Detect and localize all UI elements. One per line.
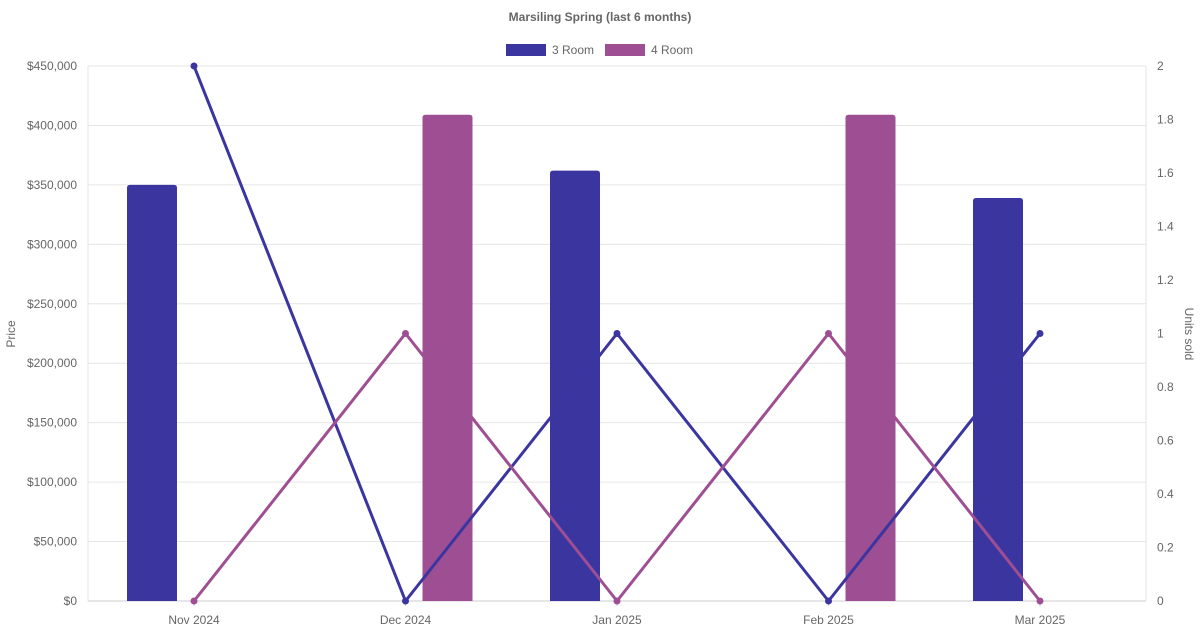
y-left-tick-label: $250,000: [27, 297, 77, 311]
y-right-tick-label: 0.6: [1157, 434, 1174, 448]
units-point-4-room: [825, 330, 832, 337]
x-tick-label: Jan 2025: [592, 613, 642, 627]
lines: [190, 62, 1044, 605]
units-point-3-room: [402, 597, 409, 605]
legend-label-4-room: 4 Room: [651, 43, 693, 57]
x-tick-label: Mar 2025: [1015, 613, 1066, 627]
y-left-tick-label: $0: [64, 594, 78, 608]
y-left-tick-label: $200,000: [27, 356, 77, 370]
legend-label-3-room: 3 Room: [552, 43, 594, 57]
y-left-tick-label: $400,000: [27, 118, 77, 132]
units-point-3-room: [190, 62, 198, 70]
y-left-tick-label: $450,000: [27, 59, 77, 73]
chart-title: Marsiling Spring (last 6 months): [509, 10, 692, 24]
units-point-4-room: [613, 597, 621, 605]
units-point-4-room: [402, 330, 409, 337]
units-line-4-room: [192, 332, 1042, 603]
tick-labels: $0 $50,000 $100,000 $150,000 $200,000 $250,00…: [27, 59, 1174, 627]
y-left-tick-label: $300,000: [27, 237, 77, 251]
y-left-tick-label: $150,000: [27, 416, 77, 430]
legend-swatch-4-room: [605, 44, 645, 56]
x-tick-label: Nov 2024: [168, 613, 220, 627]
grid: [87, 65, 1147, 606]
y-right-tick-label: 1.2: [1157, 273, 1174, 287]
units-point-4-room: [1036, 597, 1044, 605]
y-right-tick-label: 1: [1157, 327, 1164, 341]
bar-4-room: [845, 114, 896, 601]
y-left-tick-label: $100,000: [27, 475, 77, 489]
x-tick-label: Feb 2025: [803, 613, 854, 627]
legend-item-4-room[interactable]: 4 Room: [605, 43, 693, 57]
y-left-axis-title: Price: [4, 320, 18, 348]
y-right-tick-label: 1.6: [1157, 166, 1174, 180]
legend-swatch-3-room: [506, 44, 546, 56]
bar-3-room: [973, 197, 1023, 601]
y-right-tick-label: 0: [1157, 594, 1164, 608]
y-left-tick-label: $50,000: [34, 535, 78, 549]
bars: [127, 114, 1023, 601]
units-point-4-room: [190, 597, 198, 605]
bar-3-room: [127, 184, 177, 601]
y-left-tick-label: $350,000: [27, 178, 77, 192]
units-point-3-room: [1036, 330, 1044, 337]
bar-4-room: [422, 114, 473, 601]
legend: 3 Room 4 Room: [506, 43, 693, 57]
units-point-3-room: [825, 597, 832, 605]
y-right-tick-label: 1.4: [1157, 220, 1174, 234]
y-right-tick-label: 1.8: [1157, 113, 1174, 127]
y-right-tick-label: 0.2: [1157, 541, 1174, 555]
y-right-tick-label: 0.8: [1157, 380, 1174, 394]
y-right-tick-label: 0.4: [1157, 487, 1174, 501]
y-right-tick-label: 2: [1157, 59, 1164, 73]
units-point-3-room: [613, 330, 621, 337]
y-right-axis-title: Units sold: [1182, 308, 1196, 361]
legend-item-3-room[interactable]: 3 Room: [506, 43, 594, 57]
x-tick-label: Dec 2024: [380, 613, 432, 627]
